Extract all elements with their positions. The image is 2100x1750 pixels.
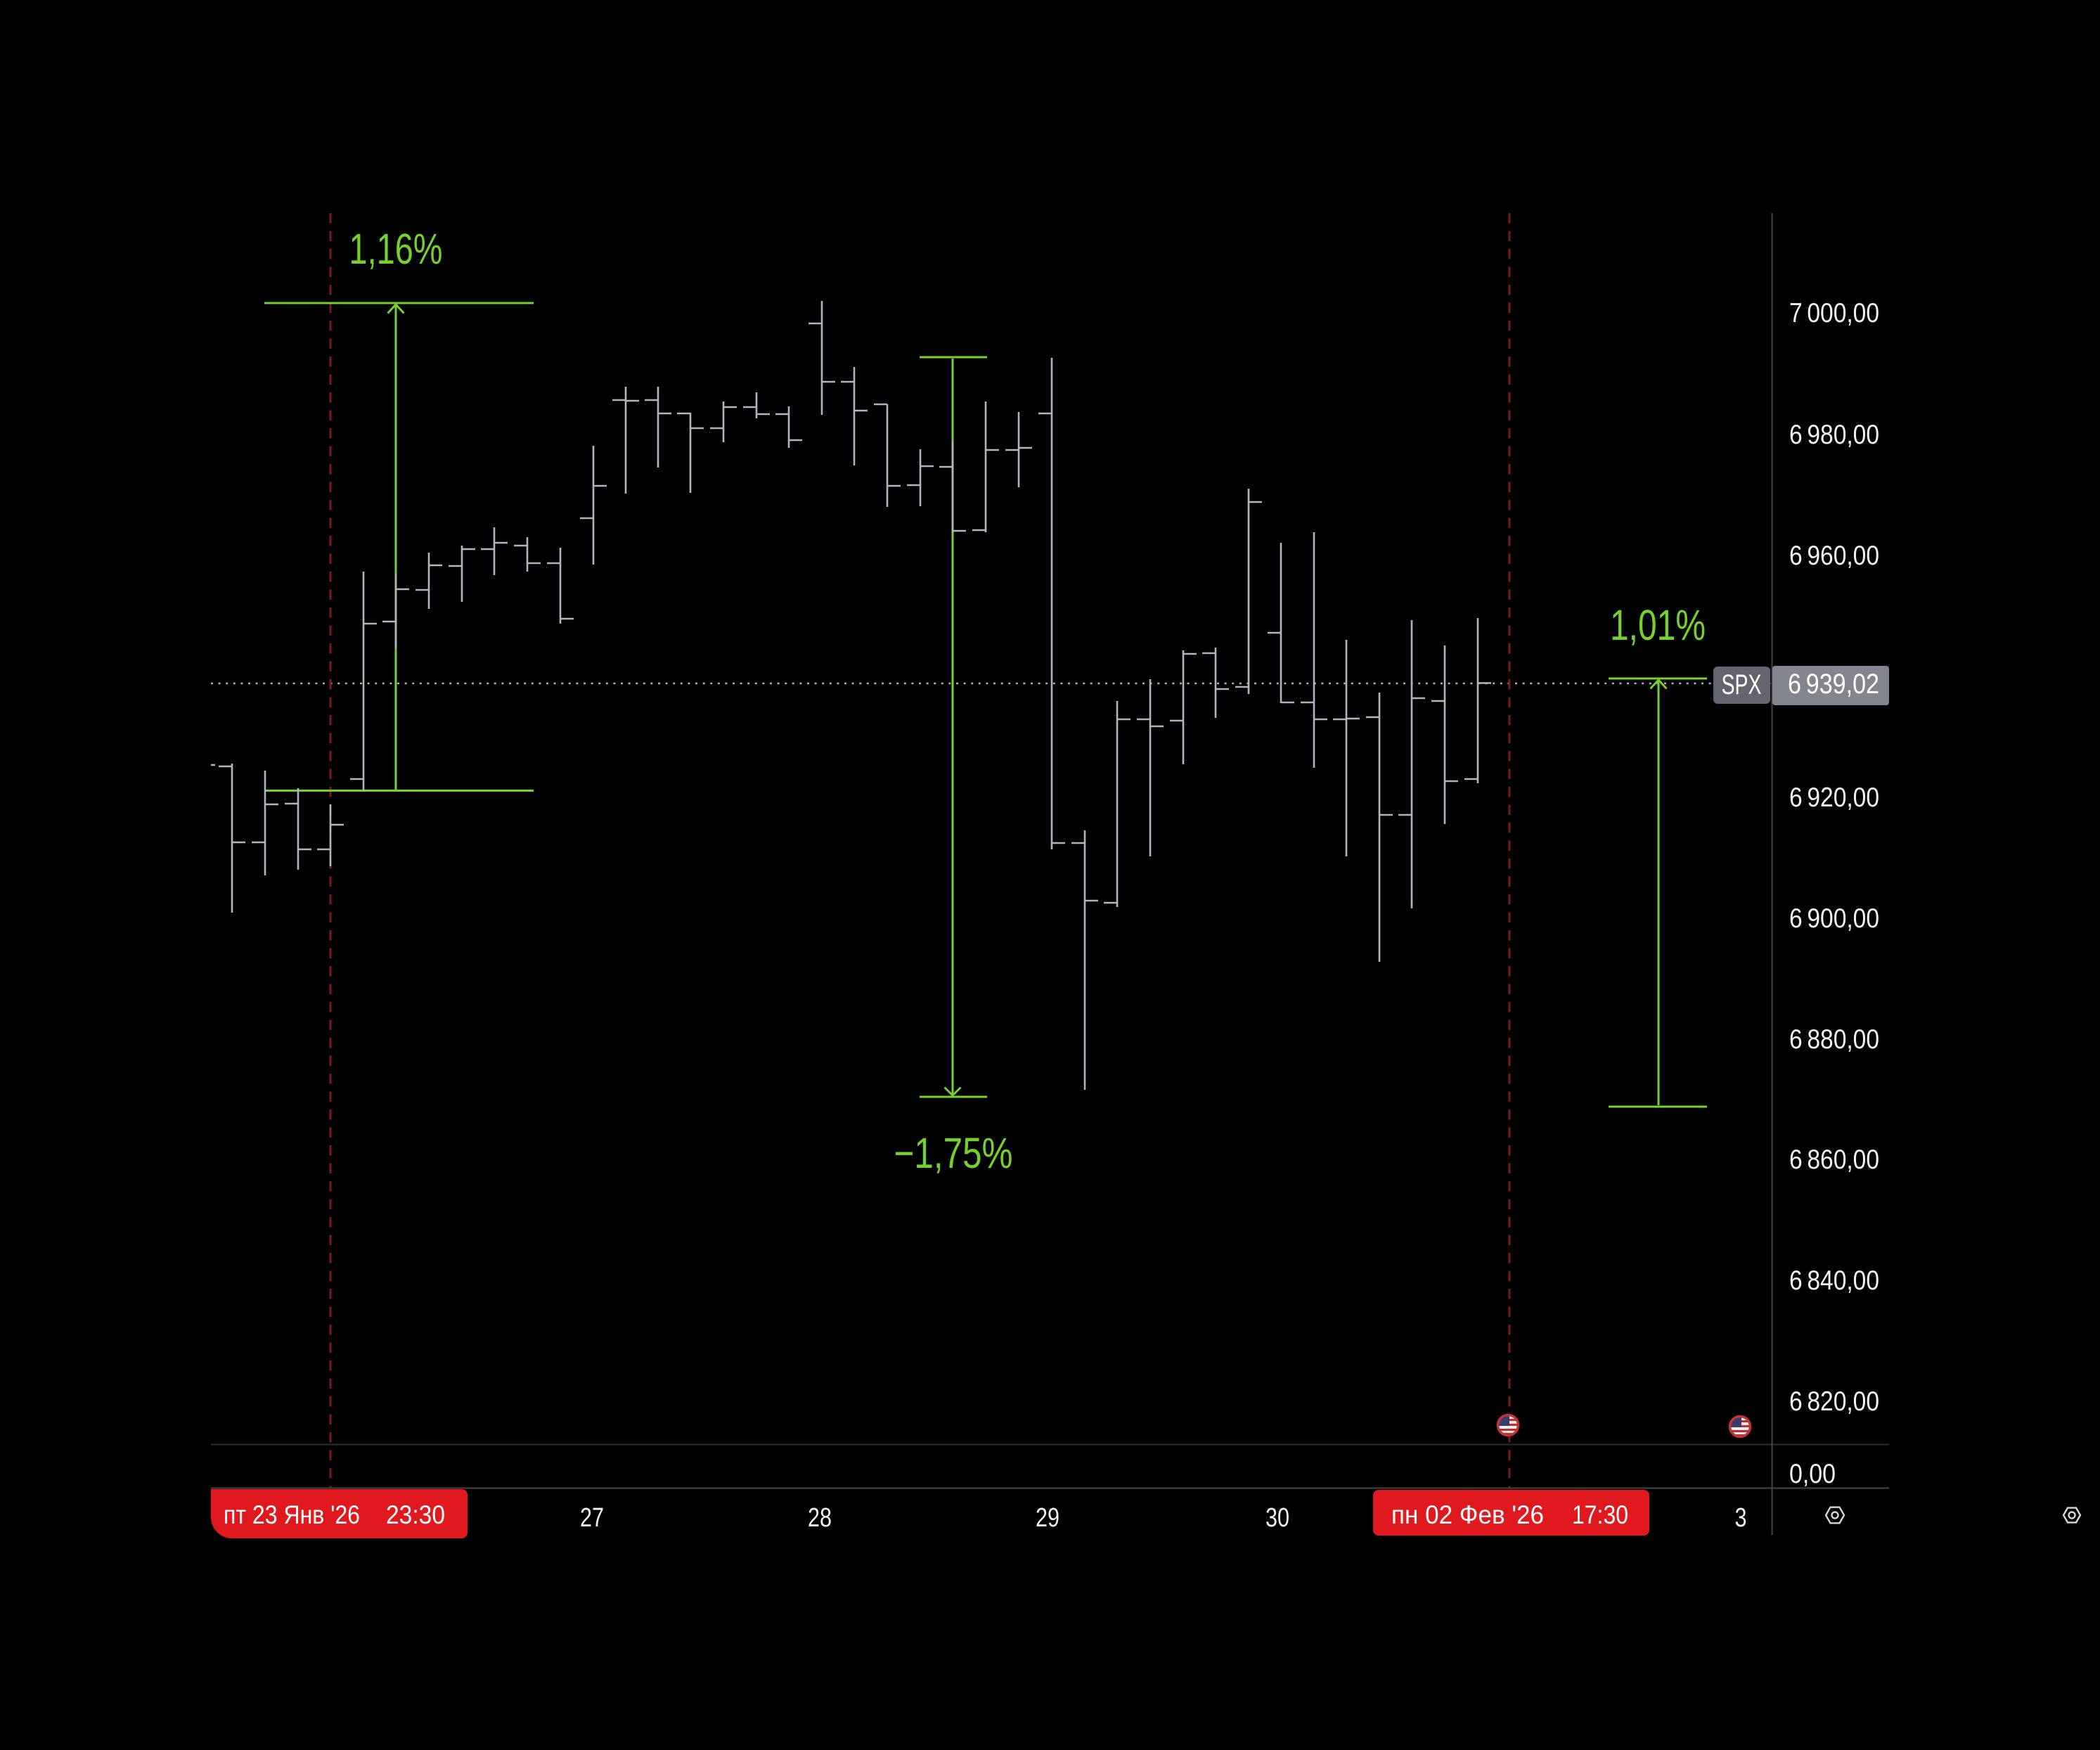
svg-text:6 939,02: 6 939,02 <box>1788 669 1879 700</box>
svg-text:6 920,00: 6 920,00 <box>1789 783 1879 813</box>
svg-text:пт 23 Янв '26: пт 23 Янв '26 <box>224 1500 360 1529</box>
svg-text:6 860,00: 6 860,00 <box>1789 1145 1879 1175</box>
svg-text:30: 30 <box>1265 1503 1289 1533</box>
svg-text:SPX: SPX <box>1722 669 1762 700</box>
svg-text:6 880,00: 6 880,00 <box>1789 1024 1879 1055</box>
svg-text:−1,75%: −1,75% <box>894 1129 1013 1177</box>
svg-text:пн 02 Фев '26: пн 02 Фев '26 <box>1391 1500 1544 1529</box>
svg-text:6 960,00: 6 960,00 <box>1789 541 1879 571</box>
svg-text:0,00: 0,00 <box>1789 1459 1836 1489</box>
svg-text:6 820,00: 6 820,00 <box>1789 1387 1879 1417</box>
svg-text:3: 3 <box>1735 1503 1747 1533</box>
svg-text:29: 29 <box>1036 1503 1059 1533</box>
svg-text:6 980,00: 6 980,00 <box>1789 420 1879 450</box>
svg-text:28: 28 <box>808 1503 832 1533</box>
svg-text:17:30: 17:30 <box>1572 1500 1628 1529</box>
svg-text:7 000,00: 7 000,00 <box>1789 298 1879 328</box>
svg-text:1,16%: 1,16% <box>349 225 443 273</box>
svg-text:6 840,00: 6 840,00 <box>1789 1266 1879 1296</box>
svg-text:23:30: 23:30 <box>386 1500 445 1529</box>
svg-text:1,01%: 1,01% <box>1610 601 1706 649</box>
svg-text:6 900,00: 6 900,00 <box>1789 903 1879 934</box>
svg-text:27: 27 <box>580 1503 604 1533</box>
